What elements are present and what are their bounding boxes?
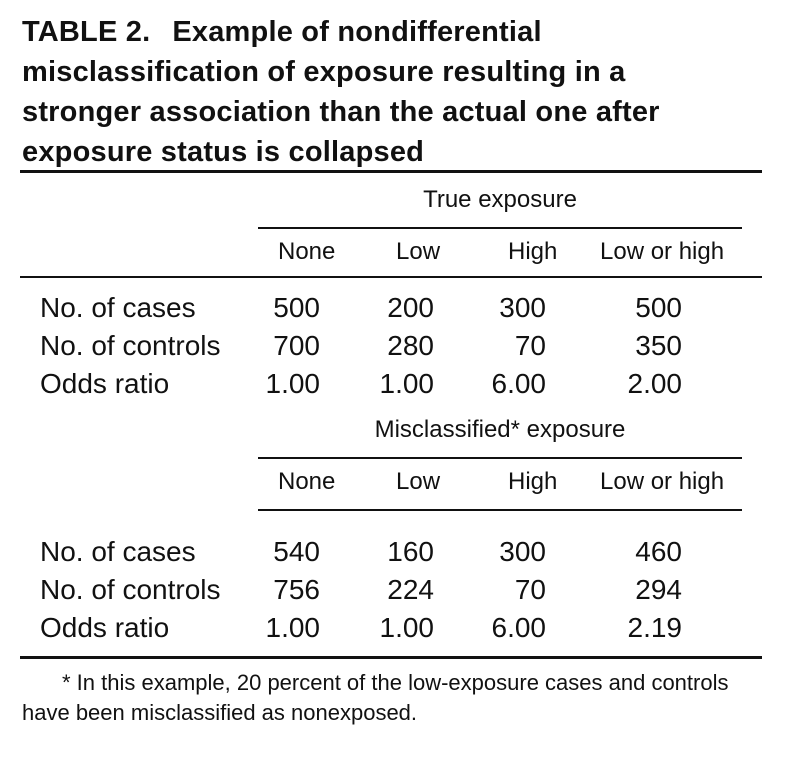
section-title-misclassified: Misclassified* exposure xyxy=(374,416,626,443)
cell-value: 500 xyxy=(635,292,682,323)
cell-value: 540 xyxy=(273,536,320,567)
col-header-low-or-high: Low or high xyxy=(600,238,725,265)
col-header-low-or-high: Low or high xyxy=(600,468,725,495)
cell-value: 1.00 xyxy=(379,612,435,643)
header-rule-misclassified xyxy=(258,509,742,511)
cell-value: 2.19 xyxy=(627,612,683,643)
cell-value: 6.00 xyxy=(491,612,547,643)
cell-value: 700 xyxy=(273,330,320,361)
bottom-rule xyxy=(20,656,762,659)
cell-value: 300 xyxy=(499,536,546,567)
cell-value: 160 xyxy=(387,536,434,567)
cell-value: 1.00 xyxy=(379,368,435,399)
cell-value: 300 xyxy=(499,292,546,323)
cell-value: 2.00 xyxy=(627,368,683,399)
cell-value: 200 xyxy=(387,292,434,323)
cell-value: 70 xyxy=(514,574,546,605)
cell-value: 460 xyxy=(635,536,682,567)
row-label-cases: No. of cases xyxy=(40,292,196,323)
cell-value: 224 xyxy=(387,574,434,605)
cell-value: 294 xyxy=(635,574,682,605)
footnote-text: * In this example, 20 percent of the low… xyxy=(22,670,729,725)
cell-value: 280 xyxy=(387,330,434,361)
header-rule-true xyxy=(20,276,762,278)
cell-value: 350 xyxy=(635,330,682,361)
table-footnote: * In this example, 20 percent of the low… xyxy=(22,668,772,728)
section-title-true: True exposure xyxy=(423,186,577,213)
table-caption: TABLE 2. Example of nondifferential miscl… xyxy=(22,12,752,172)
row-label-cases: No. of cases xyxy=(40,536,196,567)
cell-value: 500 xyxy=(273,292,320,323)
col-header-low: Low xyxy=(396,468,441,495)
row-label-odds-ratio: Odds ratio xyxy=(40,612,170,643)
row-label-odds-ratio: Odds ratio xyxy=(40,368,170,399)
section-rule-true xyxy=(258,227,742,229)
row-label-controls: No. of controls xyxy=(40,574,221,605)
col-header-high: High xyxy=(508,238,558,265)
cell-value: 70 xyxy=(514,330,546,361)
row-label-controls: No. of controls xyxy=(40,330,221,361)
top-rule xyxy=(20,170,762,173)
cell-value: 756 xyxy=(273,574,320,605)
section-rule-misclassified xyxy=(258,457,742,459)
col-header-high: High xyxy=(508,468,558,495)
table-number: TABLE 2. xyxy=(22,16,151,48)
col-header-none: None xyxy=(278,468,336,495)
cell-value: 6.00 xyxy=(491,368,547,399)
table-title: Example of nondifferential misclassifica… xyxy=(22,16,660,168)
col-header-low: Low xyxy=(396,238,441,265)
cell-value: 1.00 xyxy=(265,612,321,643)
cell-value: 1.00 xyxy=(265,368,321,399)
col-header-none: None xyxy=(278,238,336,265)
